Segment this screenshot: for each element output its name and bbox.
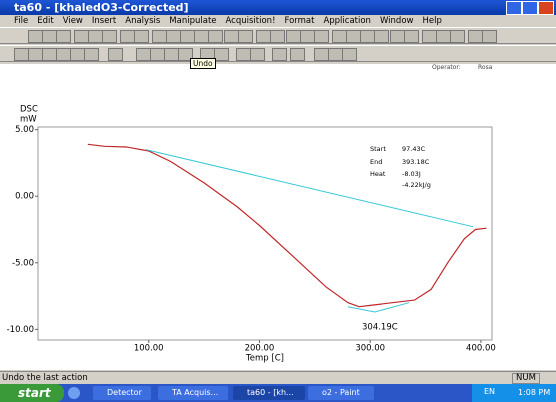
annotation: -4.22kJ/g xyxy=(402,181,431,189)
y-tick-label: 0.00 xyxy=(15,192,34,202)
plot-area xyxy=(0,64,556,370)
toolbar-button[interactable] xyxy=(238,30,253,43)
x-tick-label: 100.00 xyxy=(134,344,164,354)
peak-label: 304.19C xyxy=(362,323,398,333)
toolbar xyxy=(0,27,556,44)
y-unit: mW xyxy=(20,115,37,125)
toolbar-button[interactable] xyxy=(84,48,99,61)
menu-item[interactable]: File xyxy=(14,16,29,26)
menu-item[interactable]: Manipulate xyxy=(169,16,217,26)
taskbar-button[interactable]: TA Acquis... xyxy=(158,386,228,400)
toolbar-button[interactable] xyxy=(134,30,149,43)
x-tick-label: 400.00 xyxy=(466,344,496,354)
taskbar-button[interactable]: o2 - Paint xyxy=(308,386,374,400)
operator-label: Operator: xyxy=(432,64,461,71)
toolbar-button[interactable] xyxy=(108,48,123,61)
num-indicator: NUM xyxy=(512,373,540,384)
title-bar: ta60 - [khaledO3-Corrected] xyxy=(0,0,556,15)
menu-item[interactable]: Application xyxy=(323,16,371,26)
toolbar-button[interactable] xyxy=(272,48,287,61)
toolbar-button[interactable] xyxy=(404,30,419,43)
menu-item[interactable]: View xyxy=(62,16,83,26)
toolbar-button[interactable] xyxy=(102,30,117,43)
baseline xyxy=(347,302,410,313)
y-label: DSC xyxy=(20,105,38,115)
tray xyxy=(472,384,556,402)
toolbar-button[interactable] xyxy=(482,30,497,43)
toolbar-button[interactable] xyxy=(290,48,305,61)
taskbar-button[interactable]: ta60 - [kh... xyxy=(233,386,305,400)
annotation: 97.43C xyxy=(402,145,426,153)
annotation: Heat xyxy=(370,170,386,178)
annotation: -8.03J xyxy=(402,170,421,178)
menu-bar: File Edit View Insert Analysis Manipulate Acqu… xyxy=(0,15,556,27)
toolbar xyxy=(0,45,556,62)
language[interactable]: EN xyxy=(484,387,496,396)
toolbar-button[interactable] xyxy=(178,48,193,61)
minimize-button[interactable] xyxy=(506,1,522,15)
menu-item[interactable]: Format xyxy=(284,16,315,26)
taskbar-button[interactable]: Detector xyxy=(93,386,151,400)
y-tick-label: 5.00 xyxy=(15,125,34,135)
window-title: ta60 - [khaledO3-Corrected] xyxy=(14,1,189,14)
menu-item[interactable]: Insert xyxy=(91,16,117,26)
x-tick-label: 200.00 xyxy=(245,344,275,354)
dsc-curve xyxy=(87,143,487,308)
menu-item[interactable]: Help xyxy=(422,16,442,26)
toolbar-button[interactable] xyxy=(450,30,465,43)
toolbar-button[interactable] xyxy=(56,30,71,43)
toolbar-button[interactable] xyxy=(250,48,265,61)
start-button[interactable]: start xyxy=(0,384,64,402)
status-message: Undo the last action xyxy=(2,373,88,383)
toolbar-button[interactable] xyxy=(314,30,329,43)
maximize-button[interactable] xyxy=(522,1,538,15)
annotation: End xyxy=(370,158,382,166)
toolbar-button[interactable] xyxy=(214,48,229,61)
operator: Rosa xyxy=(478,64,493,71)
menu-item[interactable]: Acquisition! xyxy=(225,16,276,26)
toolbar-button[interactable] xyxy=(208,30,223,43)
toolbar-button[interactable] xyxy=(270,30,285,43)
annotation: 393.18C xyxy=(402,158,430,166)
close-button[interactable] xyxy=(538,1,554,15)
clock: 1:08 PM xyxy=(518,388,551,397)
y-tick-label: -10.00 xyxy=(7,325,34,335)
taskbar: start EN 1:08 PM Detector TA Acquis... ta6… xyxy=(0,384,556,402)
quick-launch-icon[interactable] xyxy=(68,387,80,399)
toolbar-button[interactable] xyxy=(342,48,357,61)
menu-item[interactable]: Analysis xyxy=(125,16,161,26)
menu-item[interactable]: Edit xyxy=(37,16,54,26)
baseline xyxy=(145,149,474,228)
x-label: Temp [C] xyxy=(245,354,284,364)
x-tick-label: 300.00 xyxy=(355,344,385,354)
status-bar: Undo the last action NUM xyxy=(0,371,556,384)
plot-frame xyxy=(37,126,493,341)
menu-item[interactable]: Window xyxy=(379,16,414,26)
toolbar-button[interactable] xyxy=(374,30,389,43)
annotation: Start xyxy=(370,145,386,153)
y-tick-label: -5.00 xyxy=(12,258,34,268)
tooltip: Undo xyxy=(190,58,216,69)
